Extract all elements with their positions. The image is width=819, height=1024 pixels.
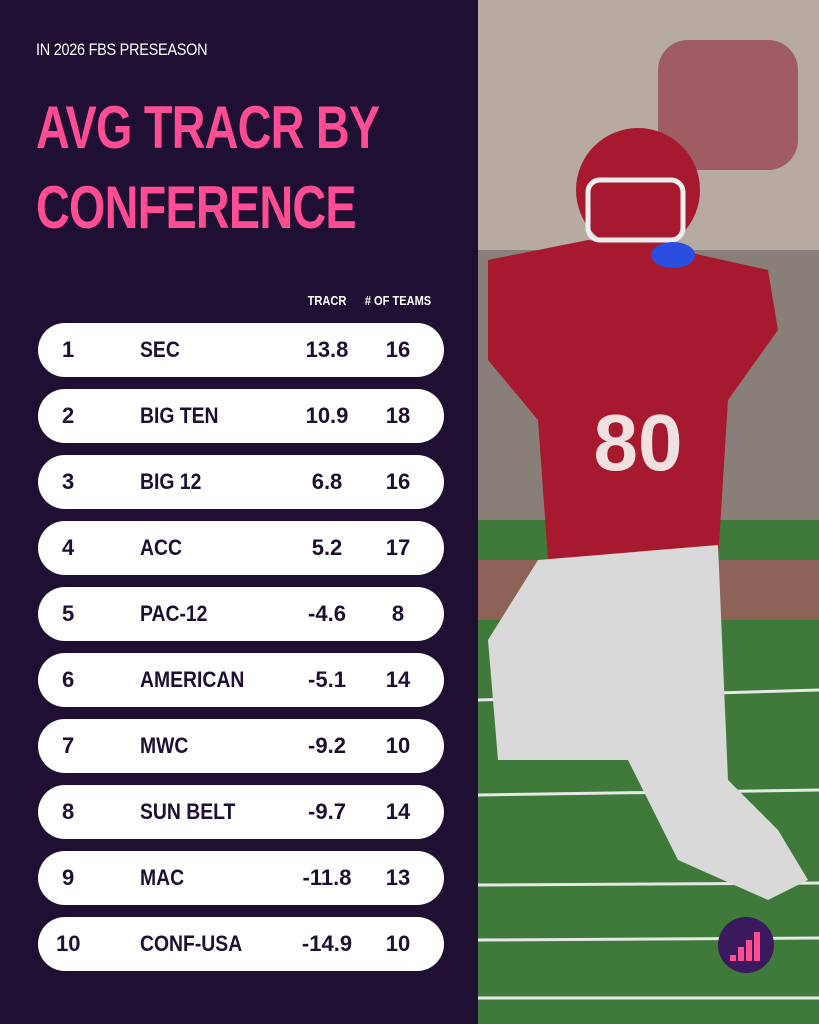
team-count: 13 — [385, 865, 411, 890]
rank: 10 — [56, 931, 81, 956]
team-count: 10 — [385, 931, 411, 956]
tracr: 10.9 — [305, 403, 349, 428]
table-row: 10 CONF-USA -14.9 10 — [38, 917, 444, 971]
rank: 9 — [62, 865, 75, 890]
conference: MWC — [140, 733, 189, 758]
tracr: -11.8 — [302, 865, 352, 890]
column-header: # OF TEAMS — [364, 293, 432, 308]
tracr: 6.8 — [311, 469, 343, 494]
conference: SUN BELT — [140, 799, 236, 824]
title: AVG TRACR BY CONFERENCE — [36, 94, 379, 241]
team-count: 18 — [385, 403, 411, 428]
table-row: 2 BIG TEN 10.9 18 — [38, 389, 444, 443]
team-count: 10 — [385, 733, 411, 758]
column-header: TRACR — [307, 293, 347, 308]
team-count: 14 — [385, 667, 411, 692]
tracr: 13.8 — [305, 337, 349, 362]
table-row: 1 SEC 13.8 16 — [38, 323, 444, 377]
rank: 1 — [62, 337, 75, 362]
table-row: 5 PAC-12 -4.6 8 — [38, 587, 444, 641]
conference: BIG TEN — [140, 403, 219, 428]
kicker: IN 2026 FBS PRESEASON — [36, 40, 208, 59]
rank: 7 — [62, 733, 75, 758]
team-count: 14 — [385, 799, 411, 824]
conference: SEC — [140, 337, 180, 362]
svg-text:80: 80 — [594, 398, 683, 487]
team-count: 8 — [391, 601, 405, 626]
tracr: -5.1 — [308, 667, 346, 692]
conference: PAC-12 — [140, 601, 208, 626]
rank: 6 — [62, 667, 75, 692]
conference: CONF-USA — [140, 931, 243, 956]
left-panel: IN 2026 FBS PRESEASON AVG TRACR BY CONFE… — [36, 40, 444, 971]
tracr: -4.6 — [308, 601, 346, 626]
table-row: 3 BIG 12 6.8 16 — [38, 455, 444, 509]
conference: BIG 12 — [140, 469, 202, 494]
rank: 8 — [62, 799, 75, 824]
table-row: 7 MWC -9.2 10 — [38, 719, 444, 773]
tracr: -14.9 — [301, 931, 353, 956]
rank: 2 — [62, 403, 75, 428]
rank: 4 — [62, 535, 75, 560]
photo: 80 — [478, 0, 819, 1024]
tracr: -9.2 — [308, 733, 346, 758]
team-count: 17 — [385, 535, 411, 560]
conference: ACC — [140, 535, 182, 560]
conference: MAC — [140, 865, 185, 890]
team-count: 16 — [385, 469, 411, 494]
table-row: 4 ACC 5.2 17 — [38, 521, 444, 575]
tracr: -9.7 — [308, 799, 346, 824]
table-row: 9 MAC -11.8 13 — [38, 851, 444, 905]
conference: AMERICAN — [140, 667, 245, 692]
team-count: 16 — [385, 337, 411, 362]
rank: 3 — [62, 469, 75, 494]
tracr: 5.2 — [311, 535, 343, 560]
table-row: 8 SUN BELT -9.7 14 — [38, 785, 444, 839]
rank: 5 — [62, 601, 75, 626]
table-row: 6 AMERICAN -5.1 14 — [38, 653, 444, 707]
